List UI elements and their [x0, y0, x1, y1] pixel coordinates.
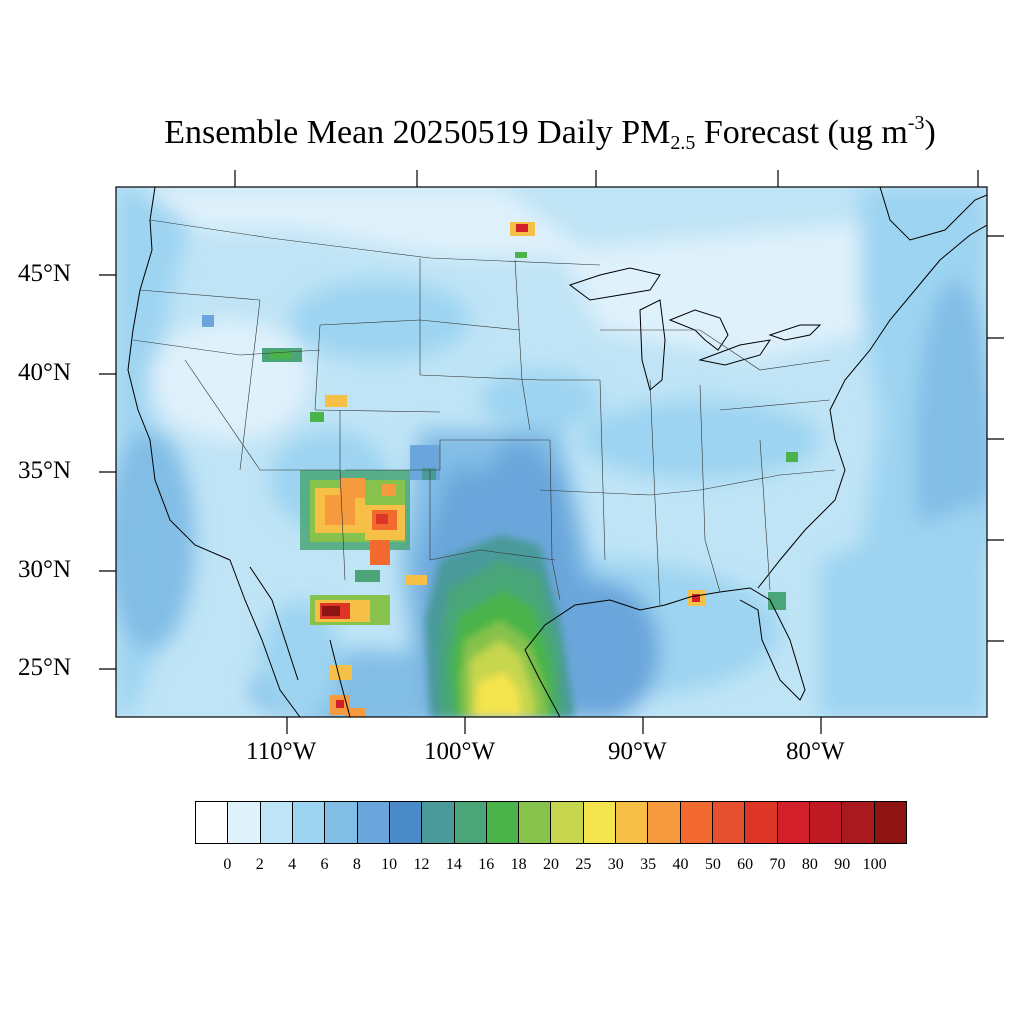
- colorbar-label: 0: [223, 856, 232, 873]
- colorbar-label: 20: [543, 856, 559, 873]
- colorbar-swatch: [583, 802, 617, 843]
- lon-label-80w: 80°W: [786, 738, 845, 765]
- colorbar-swatch: [713, 802, 746, 843]
- colorbar-swatch: [616, 802, 649, 843]
- colorbar-swatch: [260, 802, 293, 843]
- colorbar-label: 25: [575, 856, 592, 873]
- colorbar-swatch: [454, 802, 487, 843]
- lat-label-25: 25°N: [18, 654, 72, 681]
- lon-label-100w: 100°W: [424, 738, 496, 765]
- axis-ticks: [99, 170, 1004, 734]
- colorbar-label: 14: [445, 856, 462, 873]
- lat-label-35: 35°N: [18, 457, 72, 484]
- colorbar-swatch: [196, 802, 229, 843]
- colorbar-label: 2: [255, 856, 264, 873]
- colorbar-label: 40: [672, 856, 689, 873]
- colorbar-swatch: [809, 802, 843, 843]
- colorbar-label: 100: [862, 856, 887, 873]
- state-borders: [132, 219, 836, 606]
- colorbar: [195, 801, 907, 844]
- colorbar-swatch: [292, 802, 326, 843]
- lon-label-110w: 110°W: [246, 738, 317, 765]
- colorbar-label: 70: [769, 856, 786, 873]
- colorbar-swatch: [842, 802, 875, 843]
- colorbar-label: 60: [737, 856, 754, 873]
- colorbar-swatch: [325, 802, 358, 843]
- map-frame: [115, 186, 988, 718]
- map-title: Ensemble Mean 20250519 Daily PM2.5 Forec…: [164, 112, 936, 154]
- colorbar-swatch: [680, 802, 713, 843]
- colorbar-label: 35: [640, 856, 657, 873]
- colorbar-swatch: [551, 802, 584, 843]
- colorbar-label: 8: [352, 856, 361, 873]
- colorbar-label: 50: [704, 856, 721, 873]
- colorbar-label: 10: [381, 856, 398, 873]
- colorbar-label: 80: [801, 856, 818, 873]
- lat-label-45: 45°N: [18, 260, 72, 287]
- colorbar-label: 30: [607, 856, 624, 873]
- colorbar-swatch: [357, 802, 390, 843]
- colorbar-labels: 0 2 4 6 8 10 12 14 16 18 20 25 30 35 40 50 60 70 80 90 100: [195, 856, 907, 876]
- lat-label-40: 40°N: [18, 359, 72, 386]
- colorbar-swatch: [486, 802, 520, 843]
- concentration-field: [116, 187, 987, 717]
- colorbar-swatch: [422, 802, 455, 843]
- colorbar-swatch: [648, 802, 681, 843]
- colorbar-label: 90: [834, 856, 851, 873]
- colorbar-label: 16: [478, 856, 495, 873]
- lat-label-30: 30°N: [18, 556, 72, 583]
- fire-hotspots: [202, 222, 798, 717]
- colorbar-label: 4: [288, 856, 297, 873]
- colorbar-label: 18: [510, 856, 527, 873]
- colorbar-label: 12: [413, 856, 430, 873]
- colorbar-swatch: [389, 802, 423, 843]
- colorbar-label: 6: [320, 856, 329, 873]
- colorbar-swatch: [228, 802, 261, 843]
- colorbar-swatch: [874, 802, 906, 843]
- colorbar-swatch: [777, 802, 810, 843]
- colorbar-swatch: [745, 802, 778, 843]
- colorbar-swatch: [519, 802, 552, 843]
- lon-label-90w: 90°W: [608, 738, 667, 765]
